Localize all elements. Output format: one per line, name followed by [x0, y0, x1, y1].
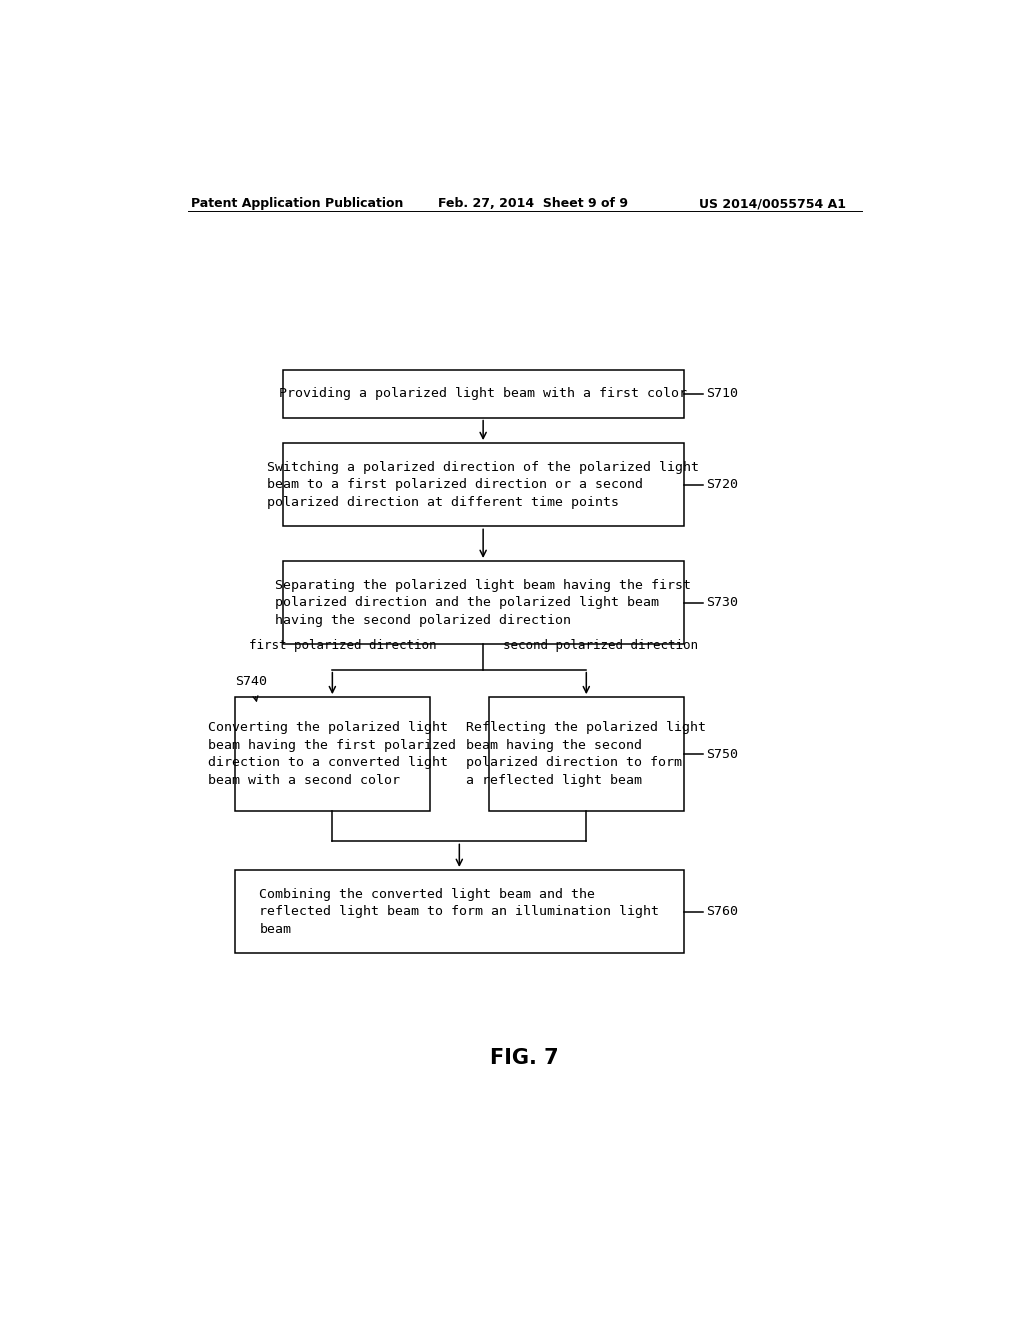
Text: first polarized direction: first polarized direction	[250, 639, 437, 652]
FancyBboxPatch shape	[489, 697, 684, 810]
Text: S720: S720	[707, 478, 738, 491]
Text: S710: S710	[707, 387, 738, 400]
FancyBboxPatch shape	[236, 697, 430, 810]
Text: Feb. 27, 2014  Sheet 9 of 9: Feb. 27, 2014 Sheet 9 of 9	[437, 197, 628, 210]
Text: Converting the polarized light
beam having the first polarized
direction to a co: Converting the polarized light beam havi…	[208, 721, 457, 787]
FancyBboxPatch shape	[283, 370, 684, 417]
FancyBboxPatch shape	[283, 444, 684, 527]
Text: S740: S740	[236, 676, 267, 688]
Text: Providing a polarized light beam with a first color: Providing a polarized light beam with a …	[280, 387, 687, 400]
Text: FIG. 7: FIG. 7	[490, 1048, 559, 1068]
Text: Combining the converted light beam and the
reflected light beam to form an illum: Combining the converted light beam and t…	[259, 887, 659, 936]
Text: Reflecting the polarized light
beam having the second
polarized direction to for: Reflecting the polarized light beam havi…	[466, 721, 707, 787]
Text: Patent Application Publication: Patent Application Publication	[191, 197, 403, 210]
Text: S750: S750	[707, 747, 738, 760]
FancyBboxPatch shape	[283, 561, 684, 644]
FancyBboxPatch shape	[236, 870, 684, 953]
Text: S760: S760	[707, 906, 738, 917]
Text: Separating the polarized light beam having the first
polarized direction and the: Separating the polarized light beam havi…	[275, 578, 691, 627]
Text: Switching a polarized direction of the polarized light
beam to a first polarized: Switching a polarized direction of the p…	[267, 461, 699, 508]
Text: US 2014/0055754 A1: US 2014/0055754 A1	[699, 197, 847, 210]
Text: second polarized direction: second polarized direction	[503, 639, 697, 652]
Text: S730: S730	[707, 597, 738, 609]
